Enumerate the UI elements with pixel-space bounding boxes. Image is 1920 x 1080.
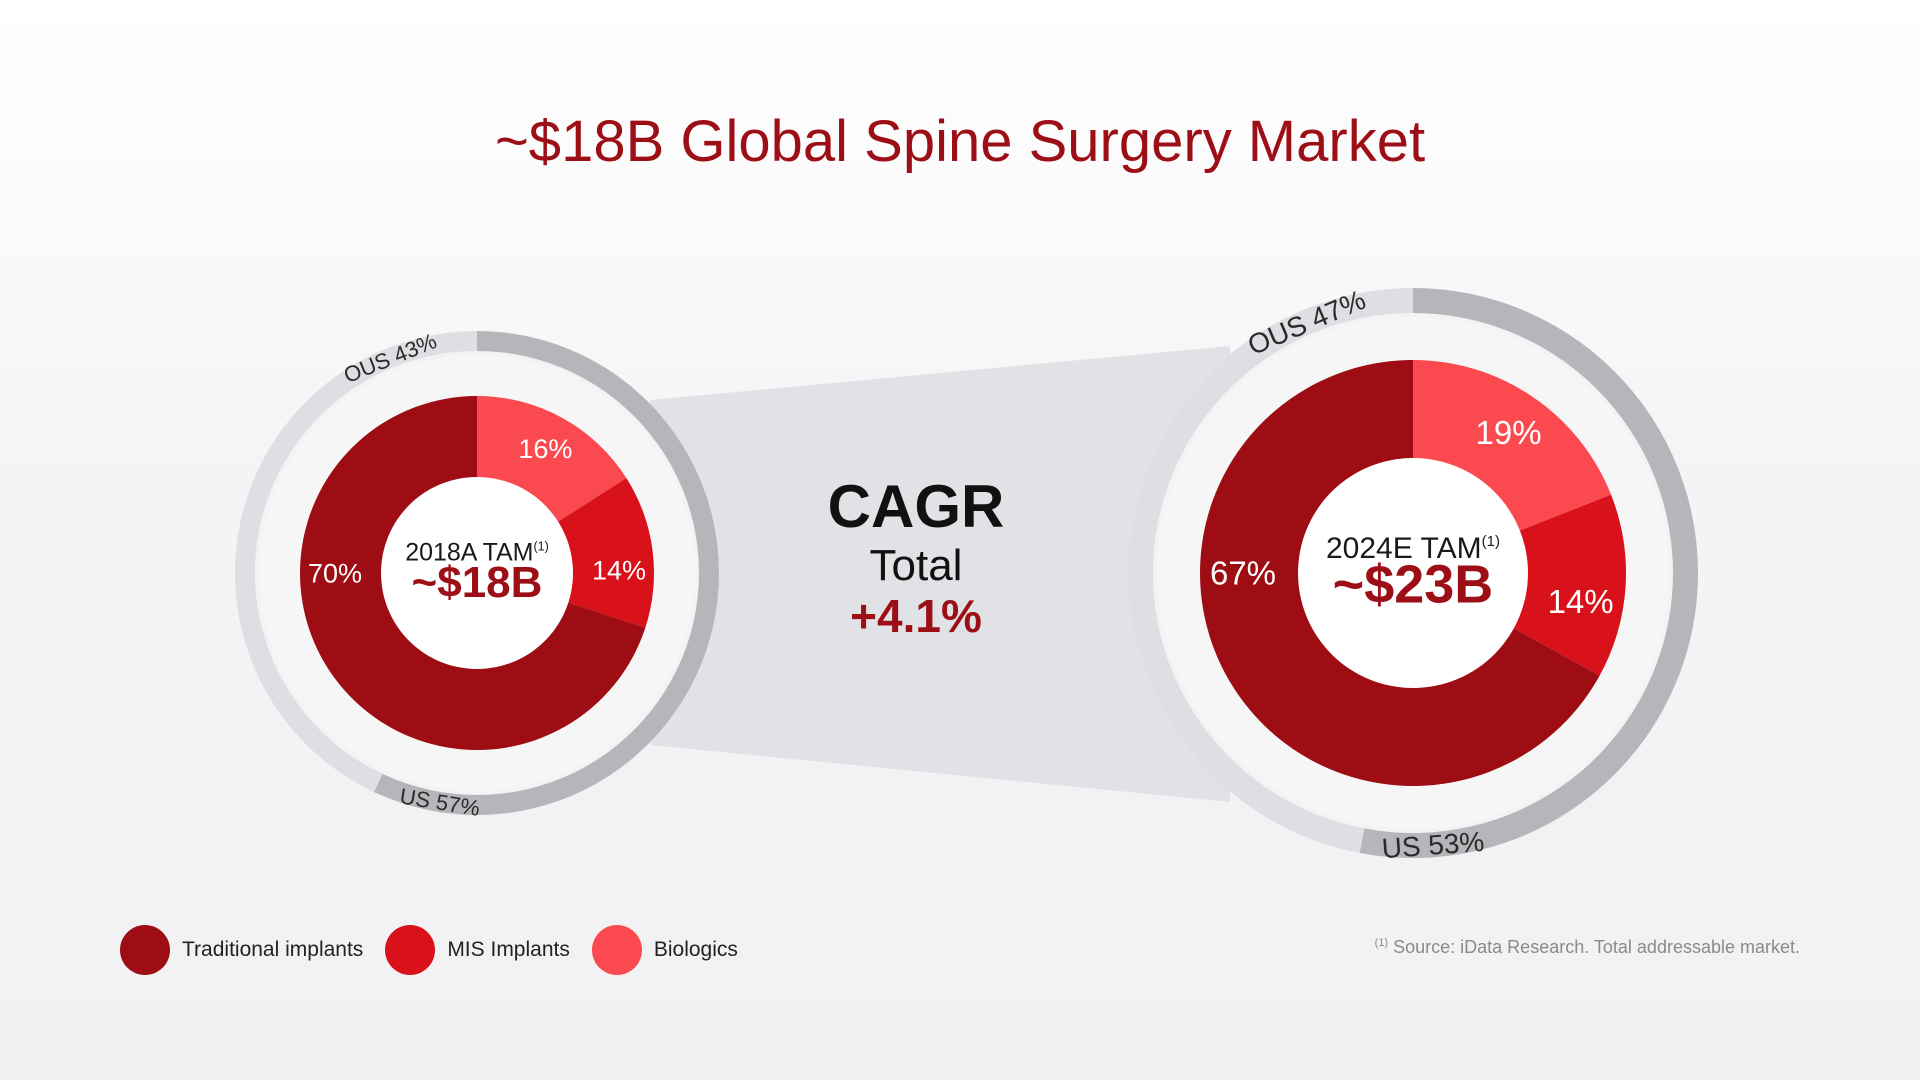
donut-hole [381,477,573,669]
center-label: 2024E TAM(1) [1326,532,1500,565]
legend: Traditional implants MIS Implants Biolog… [120,924,760,976]
center-value: ~$18B [412,558,543,607]
center-label-sup: (1) [1482,533,1500,550]
legend-swatch-biologics [591,925,642,975]
center-label-sup: (1) [534,540,549,554]
segment-label-biologics: 19% [1476,414,1542,451]
legend-item-traditional: Traditional implants [120,925,363,975]
source-footnote-marker: (1) [1374,937,1389,949]
legend-label-traditional: Traditional implants [182,938,364,961]
cagr-sub: Total [870,541,963,590]
legend-label-biologics: Biologics [653,938,738,961]
cagr-heading: CAGR [828,473,1005,540]
legend-item-biologics: Biologics [591,925,738,975]
page-title: ~$18B Global Spine Surgery Market [494,109,1426,174]
source-note: (1) Source: iData Research. Total addres… [1375,937,1800,958]
legend-swatch-traditional [120,925,170,975]
center-label: 2018A TAM(1) [405,539,549,567]
segment-label-mis-implants: 14% [1548,583,1614,620]
legend-label-mis: MIS Implants [447,938,570,961]
segment-label-traditional-implants: 67% [1210,555,1276,592]
cagr-connector [650,346,1230,802]
segment-label-biologics: 16% [518,434,572,464]
donut-hole [1298,458,1528,688]
source-text: Source: iData Research. Total addressabl… [1393,937,1800,957]
center-value: ~$23B [1333,555,1494,615]
segment-label-traditional-implants: 70% [308,558,362,588]
cagr-value: +4.1% [850,590,982,642]
legend-item-mis: MIS Implants [385,925,570,975]
segment-label-mis-implants: 14% [592,555,646,585]
geo-label-us: US 53% [1381,826,1486,864]
legend-swatch-mis [385,925,436,975]
